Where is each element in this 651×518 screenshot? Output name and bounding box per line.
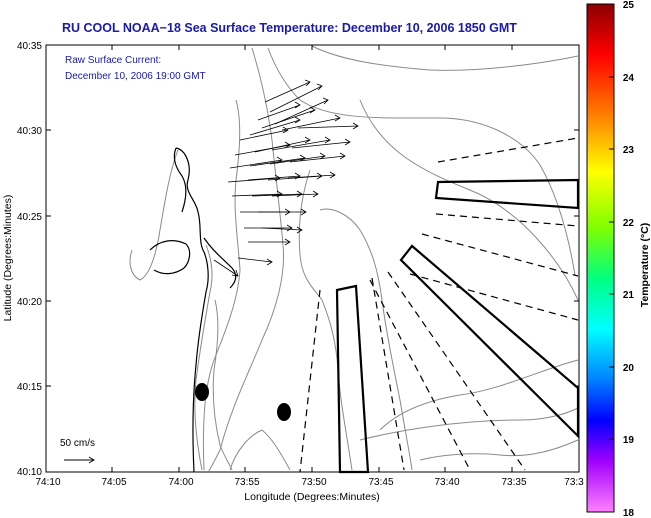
scale-arrow [64,456,95,464]
y-tick-label: 40:15 [17,382,42,393]
x-tick-label: 73:35 [501,477,526,488]
radar-dashed-beams [299,137,579,473]
y-tick-label: 40:20 [17,297,42,308]
x-tick-label: 74:00 [168,477,193,488]
station-dot-2 [277,403,291,421]
colorbar-tick-label: 21 [623,290,635,301]
x-tick-marks [45,45,513,472]
x-tick-label: 73:3 [564,477,584,488]
colorbar-tick-label: 22 [623,218,635,229]
x-tick-label: 73:50 [301,477,326,488]
colorbar-tick-labels: 25 24 23 22 21 20 19 18 [623,0,635,518]
colorbar-tick-label: 18 [623,508,635,518]
figure-title: RU COOL NOAA−18 Sea Surface Temperature:… [62,21,517,35]
x-tick-label: 73:55 [234,477,259,488]
colorbar [586,3,615,513]
colorbar-tick-label: 19 [623,435,635,446]
colorbar-tick-marks [609,76,614,440]
colorbar-tick-label: 25 [623,0,635,11]
colorbar-tick-label: 24 [623,73,635,84]
annotation-line2: December 10, 2006 19:00 GMT [65,71,206,82]
y-tick-labels: 40:35 40:30 40:25 40:20 40:15 40:10 [17,41,42,478]
y-tick-label: 40:25 [17,212,42,223]
x-tick-labels: 74:10 74:05 74:00 73:55 73:50 73:45 73:4… [35,477,584,488]
y-tick-label: 40:30 [17,126,42,137]
plot-background [45,44,580,473]
colorbar-tick-label: 23 [623,145,635,156]
x-tick-label: 74:05 [101,477,126,488]
colorbar-label: Temperature (°C) [639,223,651,308]
x-tick-label: 73:45 [368,477,393,488]
coastline [149,147,237,473]
scale-label: 50 cm/s [60,438,95,449]
colorbar-tick-label: 20 [623,363,635,374]
station-dot-1 [195,383,209,401]
y-tick-marks [46,44,579,387]
map-plot[interactable]: Raw Surface Current: December 10, 2006 1… [45,44,580,474]
x-tick-label: 73:40 [434,477,459,488]
surface-current-vectors [213,79,359,277]
annotation-line1: Raw Surface Current: [65,55,161,66]
x-axis-label: Longitude (Degrees:Minutes) [244,491,379,503]
y-tick-label: 40:35 [17,41,42,52]
radar-beam-boxes [335,178,580,474]
x-tick-label: 74:10 [35,477,60,488]
y-axis-label: Latitude (Degrees:Minutes) [2,195,14,322]
y-tick-label: 40:10 [17,467,42,478]
